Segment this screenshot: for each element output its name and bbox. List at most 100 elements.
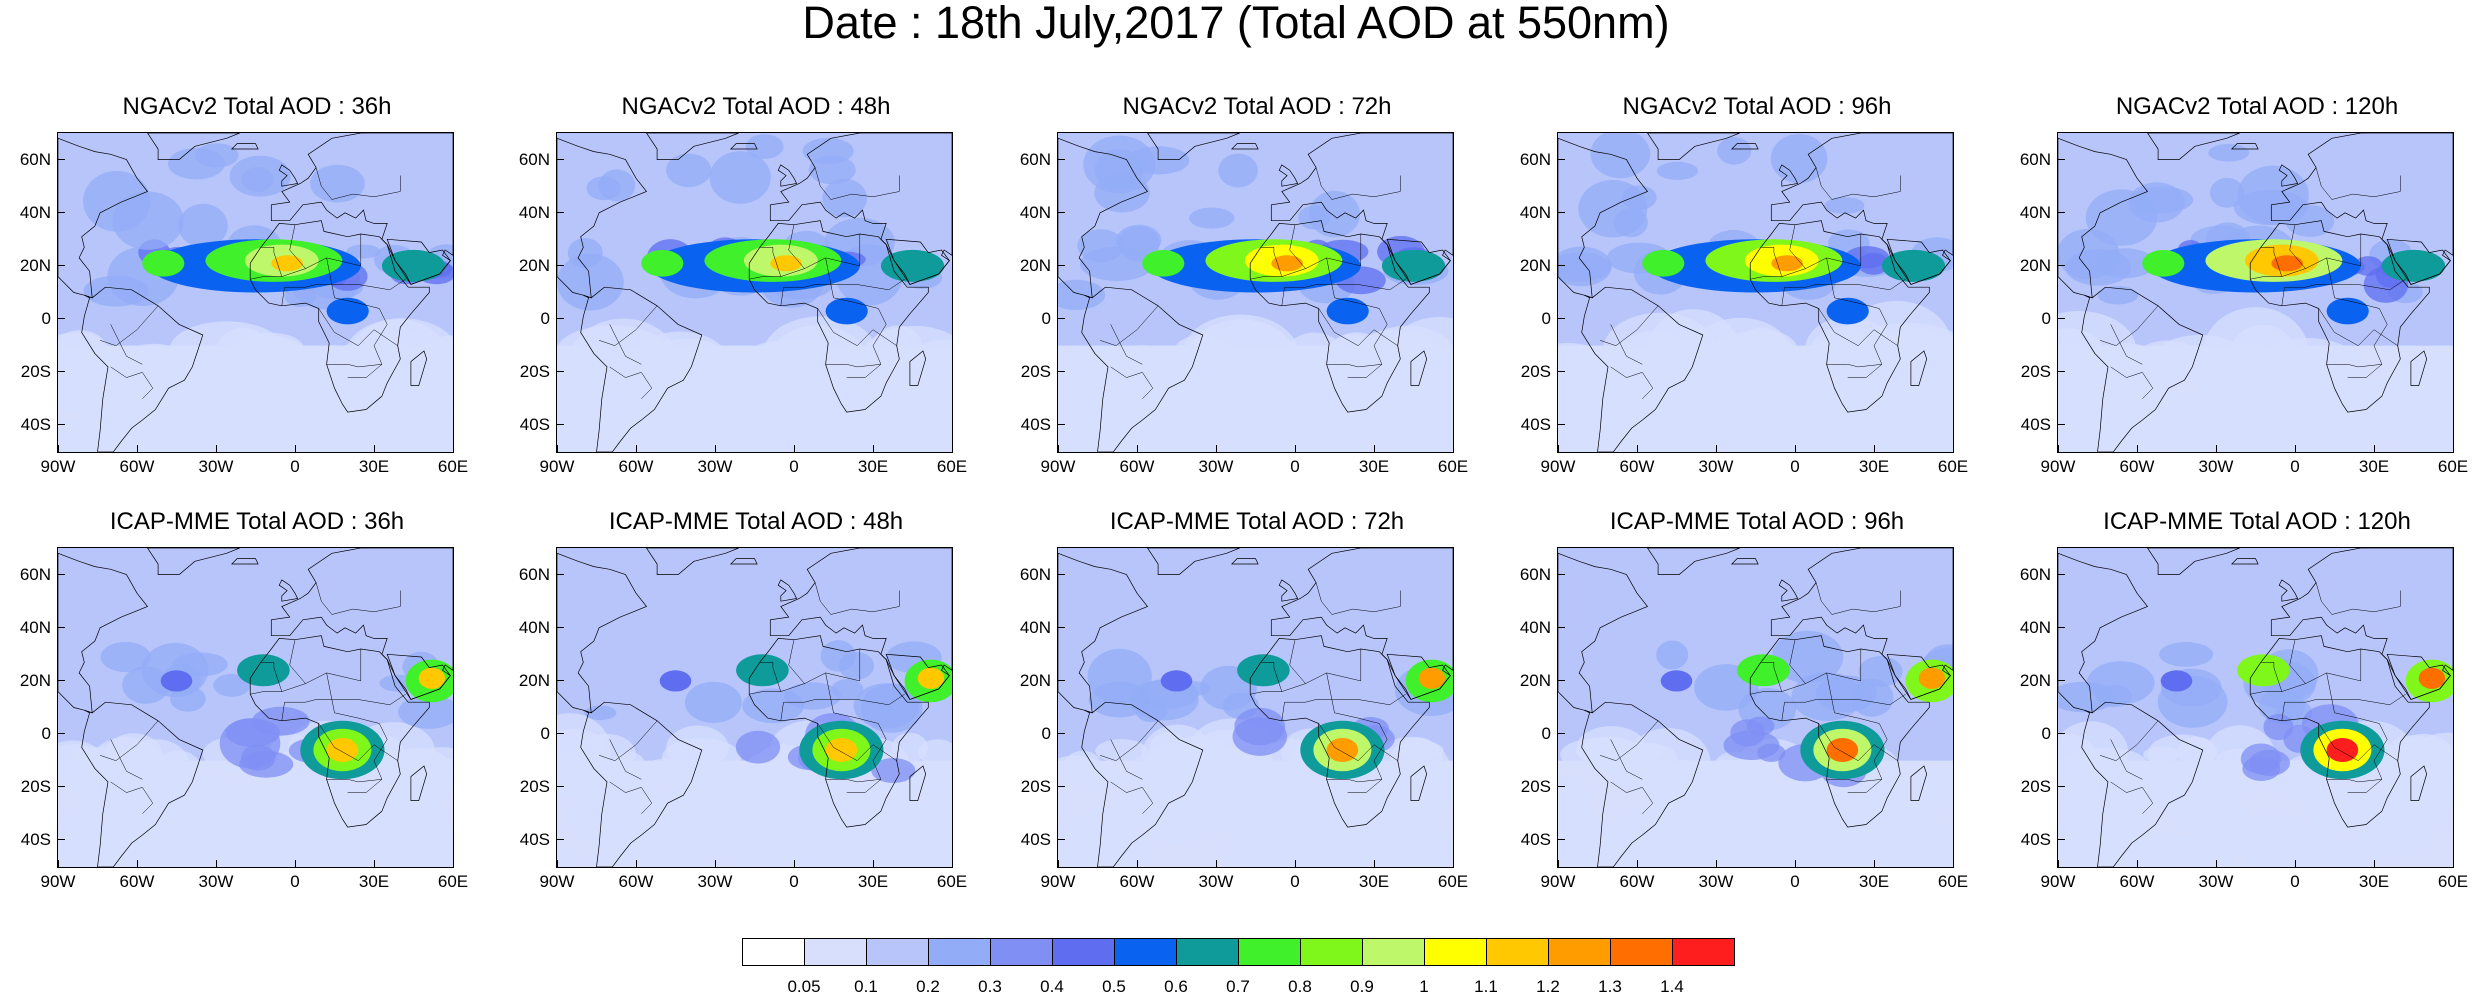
aod-plume (1381, 249, 1446, 282)
lon-tick-label: 60W (1619, 457, 1655, 476)
lon-tick-label: 90W (1540, 457, 1576, 476)
country-border (1260, 649, 1362, 692)
aod-contour-patch (557, 849, 580, 867)
lon-tick-mark (1216, 860, 1217, 867)
lat-tick-label: 60N (1519, 564, 1551, 584)
lat-tick-label: 40S (20, 830, 51, 850)
country-border (1815, 167, 1901, 200)
lat-tick-mark (557, 424, 564, 426)
aod-plume (659, 670, 692, 692)
lon-tick-label: 90W (40, 872, 76, 891)
lon-tick-mark (2058, 445, 2059, 452)
country-border (110, 739, 143, 780)
aod-contour-patch (100, 641, 151, 673)
lon-tick-label: 30W (2198, 872, 2234, 891)
country-border (599, 720, 658, 761)
lon-tick-mark (952, 860, 953, 867)
lon-tick-mark (1295, 860, 1296, 867)
lat-tick-mark (1058, 733, 1065, 735)
aod-contour-patch (1289, 826, 1323, 850)
country-border (100, 305, 159, 346)
country-border (609, 781, 653, 814)
aod-plume (160, 670, 193, 692)
aod-map (2057, 547, 2454, 868)
aod-contour-patch (1203, 766, 1247, 789)
country-border (814, 582, 900, 615)
aod-contour-patch (822, 178, 867, 218)
lat-tick-mark (58, 424, 65, 426)
aod-contour-patch (630, 338, 746, 428)
coastline-africa (2249, 220, 2430, 413)
aod-plume (1918, 667, 1946, 689)
aod-contour-patch (2391, 379, 2453, 429)
lon-tick-mark (1795, 860, 1796, 867)
aod-contour-patch (1308, 190, 1360, 238)
lon-tick-label: 30W (198, 872, 234, 891)
aod-contour-patch (2178, 829, 2235, 867)
aod-contour-patch (709, 151, 771, 204)
lon-tick-mark (2216, 860, 2217, 867)
colorbar-swatch (1176, 938, 1239, 966)
aod-field-svg (2058, 548, 2453, 867)
coastline-iceland (2230, 558, 2259, 565)
aod-contour-patch (1389, 737, 1444, 786)
lon-tick-mark (1558, 445, 1559, 452)
coastline-britain (1778, 579, 1799, 602)
coastline-madagascar (1910, 350, 1928, 386)
aod-contour-patch (1771, 630, 1844, 684)
lat-tick-mark (1558, 371, 1565, 373)
colorbar-label: 1.1 (1474, 977, 1498, 996)
lon-tick-label: 30E (358, 457, 390, 476)
country-border (780, 278, 905, 306)
country-border (289, 224, 306, 269)
aod-contour-patch (2296, 832, 2352, 867)
panel-title: NGACv2 Total AOD : 36h (122, 93, 392, 120)
country-border (1610, 739, 1643, 780)
country-border (2100, 720, 2159, 761)
aod-contour-patch (129, 771, 194, 806)
lat-tick-label: 0 (1541, 309, 1551, 329)
lat-tick-label: 40N (19, 202, 51, 222)
lat-tick-mark (557, 733, 564, 735)
aod-contour-patch (1670, 786, 1737, 830)
aod-contour-patch (58, 420, 121, 452)
country-border (1260, 234, 1362, 277)
lat-tick-mark (1058, 211, 1065, 213)
lon-tick-label: 60E (2437, 457, 2469, 476)
aod-contour-patch (1343, 838, 1389, 867)
coastline-north-america (1058, 552, 1149, 714)
lat-tick-label: 0 (2041, 309, 2051, 329)
lon-tick-label: 30E (1358, 872, 1390, 891)
lat-tick-label: 20N (19, 255, 51, 275)
colorbar-label: 0.6 (1164, 977, 1188, 996)
lon-tick-label: 60W (1619, 872, 1655, 891)
aod-contour-patch (2159, 642, 2214, 667)
aod-contour-patch (1083, 378, 1136, 415)
lat-tick-label: 0 (1041, 309, 1051, 329)
lat-tick-label: 20N (1019, 255, 1051, 275)
lon-tick-label: 0 (1290, 457, 1300, 476)
colorbar-label: 0.9 (1350, 977, 1374, 996)
country-border (1281, 693, 1406, 721)
lon-tick-label: 30E (1858, 457, 1890, 476)
map-panel-ngac-48h: NGACv2 Total AOD : 48h 60N 40N 20N 0 20S 40S 90… (519, 94, 967, 514)
aod-contour-patch (115, 427, 185, 452)
coastline-madagascar (410, 765, 428, 801)
country-border (759, 649, 861, 692)
aod-contour-patch (268, 843, 329, 867)
country-border (1110, 781, 1154, 814)
aod-contour-patch (1218, 153, 1258, 188)
country-border (326, 257, 388, 378)
aod-contour-patch (896, 339, 952, 415)
country-border (1826, 257, 1888, 378)
lon-tick-label: 60E (936, 872, 968, 891)
lat-tick-label: 40S (519, 415, 550, 435)
lon-tick-label: 60W (1119, 872, 1155, 891)
country-border (1318, 308, 1398, 347)
aod-field-svg (58, 548, 453, 867)
lon-tick-label: 60E (1437, 457, 1469, 476)
lat-tick-mark (2058, 733, 2065, 735)
aod-contour-patch (213, 673, 251, 697)
aod-contour-patch (2181, 393, 2231, 434)
lat-tick-label: 20N (518, 255, 550, 275)
